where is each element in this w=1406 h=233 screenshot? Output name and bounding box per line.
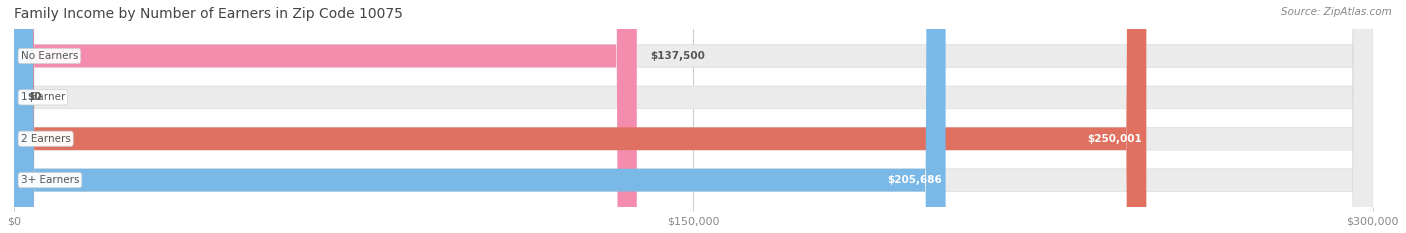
FancyBboxPatch shape <box>14 0 1146 233</box>
Text: $250,001: $250,001 <box>1087 134 1142 144</box>
Text: 3+ Earners: 3+ Earners <box>21 175 79 185</box>
Text: 2 Earners: 2 Earners <box>21 134 70 144</box>
Text: $0: $0 <box>28 92 42 102</box>
Text: Family Income by Number of Earners in Zip Code 10075: Family Income by Number of Earners in Zi… <box>14 7 404 21</box>
Text: Source: ZipAtlas.com: Source: ZipAtlas.com <box>1281 7 1392 17</box>
FancyBboxPatch shape <box>14 0 1372 233</box>
Text: $137,500: $137,500 <box>651 51 706 61</box>
FancyBboxPatch shape <box>14 0 637 233</box>
FancyBboxPatch shape <box>14 0 1372 233</box>
FancyBboxPatch shape <box>14 0 946 233</box>
FancyBboxPatch shape <box>14 0 1372 233</box>
FancyBboxPatch shape <box>14 0 1372 233</box>
Text: No Earners: No Earners <box>21 51 79 61</box>
Text: 1 Earner: 1 Earner <box>21 92 65 102</box>
Text: $205,686: $205,686 <box>887 175 942 185</box>
